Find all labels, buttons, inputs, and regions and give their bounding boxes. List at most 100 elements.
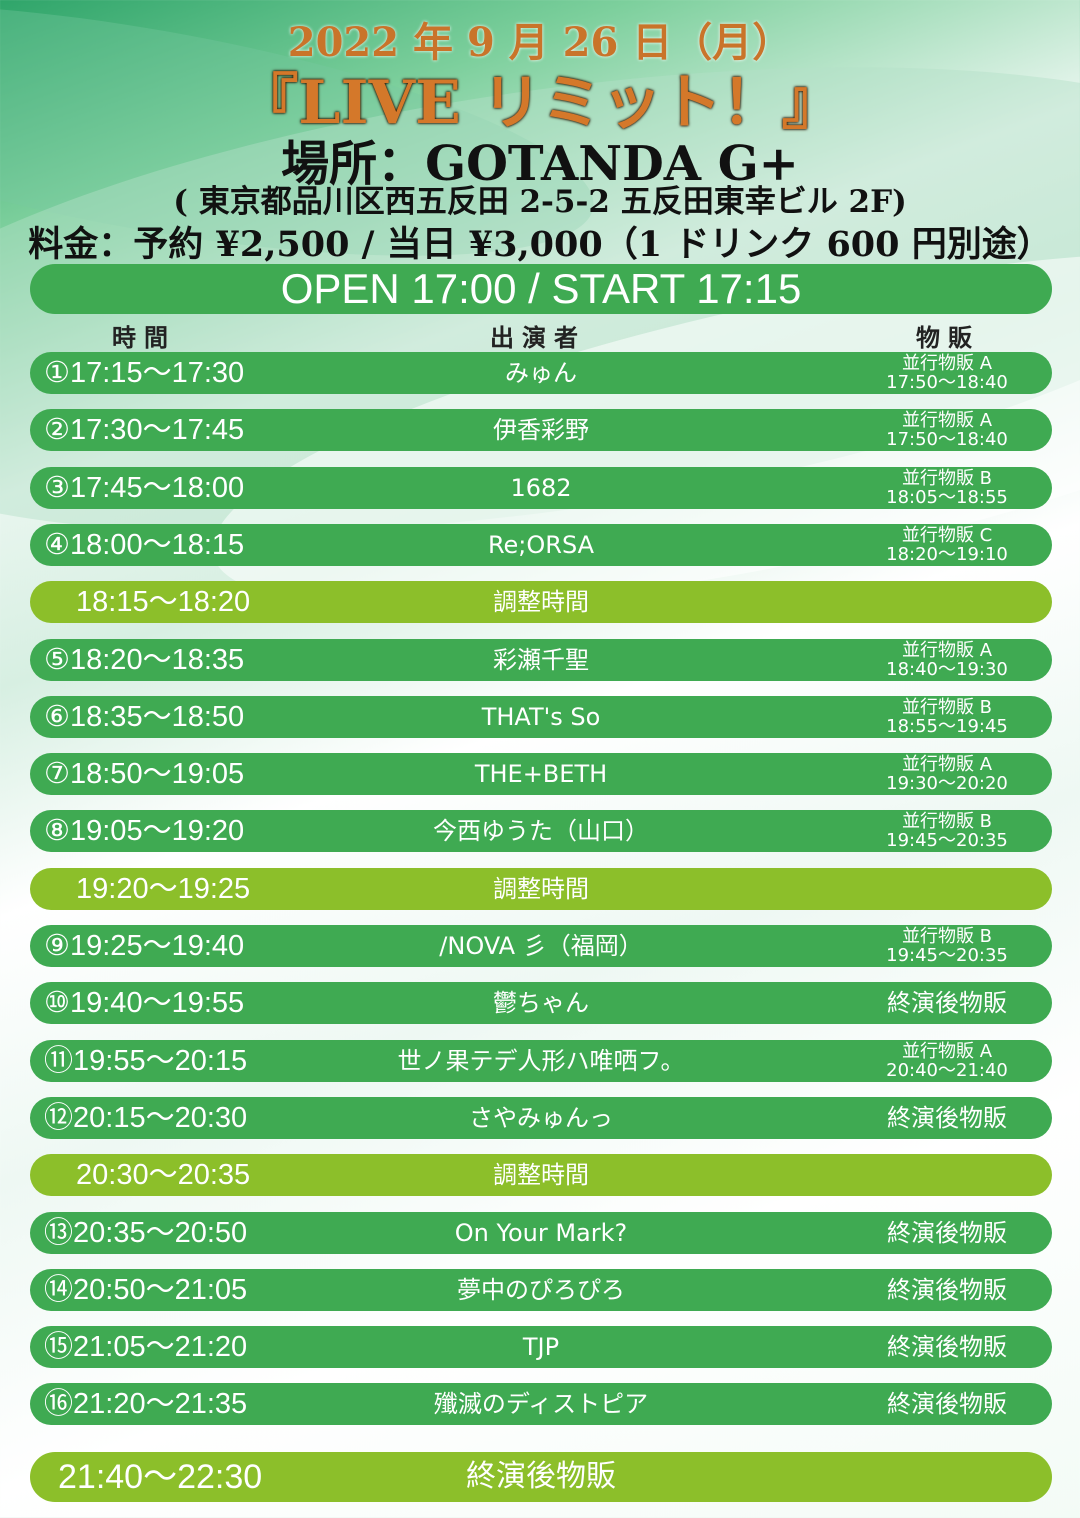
row-merch: 並行物販 A 17:50〜18:40 [862, 411, 1032, 449]
timetable-row: ②17:30〜17:45 伊香彩野 並行物販 A 17:50〜18:40 [30, 409, 1052, 451]
merch-time: 18:05〜18:55 [886, 487, 1008, 508]
row-time: 20:30〜20:35 [76, 1159, 251, 1191]
row-performer: TJP [522, 1333, 560, 1361]
timetable-row: ⑤18:20〜18:35 彩瀬千聖 並行物販 A 18:40〜19:30 [30, 639, 1052, 681]
merch-time: 18:20〜19:10 [886, 544, 1008, 565]
row-performer: /NOVA 彡（福岡） [439, 932, 643, 960]
row-time: ②17:30〜17:45 [44, 414, 245, 446]
merch-label: 並行物販 B [901, 926, 993, 947]
timetable-row: ⑩19:40〜19:55 鬱ちゃん 終演後物販 [30, 982, 1052, 1024]
row-time: ④18:00〜18:15 [44, 529, 245, 561]
timetable-row: ⑨19:25〜19:40/NOVA 彡（福岡） 並行物販 B 19:45〜20:35 [30, 925, 1052, 967]
final-label: 終演後物販 [466, 1459, 616, 1494]
row-time: ⑥18:35〜18:50 [44, 701, 245, 733]
merch-label: 並行物販 A [901, 353, 993, 374]
row-performer: みゅん [505, 359, 577, 387]
merch-time: 17:50〜18:40 [886, 372, 1008, 393]
final-merch-row: 21:40〜22:30 終演後物販 [30, 1452, 1052, 1502]
merch-label: 並行物販 A [901, 410, 993, 431]
row-merch: 終演後物販 [887, 1333, 1007, 1361]
row-time: 18:15〜18:20 [76, 586, 251, 618]
merch-time: 17:50〜18:40 [886, 429, 1008, 450]
column-header-performer: 出演者 [490, 324, 586, 352]
row-performer: 夢中のぴろぴろ [457, 1276, 625, 1304]
merch-time: 19:45〜20:35 [886, 830, 1008, 851]
row-performer: さやみゅんっ [469, 1104, 613, 1132]
row-time: ⑨19:25〜19:40 [44, 930, 245, 962]
row-merch: 並行物販 B 18:55〜19:45 [862, 698, 1032, 736]
timetable-row: ④18:00〜18:15 Re;ORSA 並行物販 C 18:20〜19:10 [30, 524, 1052, 566]
row-time: ③17:45〜18:00 [44, 472, 245, 504]
timetable-row: ⑥18:35〜18:50 THAT's So 並行物販 B 18:55〜19:45 [30, 696, 1052, 738]
row-time: ⑫20:15〜20:30 [44, 1102, 248, 1134]
row-merch: 並行物販 B 19:45〜20:35 [862, 927, 1032, 965]
row-performer: THAT's So [481, 703, 601, 731]
row-merch: 並行物販 B 18:05〜18:55 [862, 469, 1032, 507]
row-time: ①17:15〜17:30 [44, 357, 245, 389]
row-time: ⑯21:20〜21:35 [44, 1388, 248, 1420]
row-performer: 調整時間 [493, 875, 589, 903]
row-performer: 世ノ果テデ人形ハ唯哂フ。 [397, 1047, 685, 1075]
venue: 場所：GOTANDA G+ [281, 136, 799, 192]
merch-label: 並行物販 B [901, 811, 993, 832]
row-performer: THE+BETH [474, 760, 608, 788]
column-header-time: 時間 [112, 324, 176, 352]
row-time: ⑬20:35〜20:50 [44, 1217, 248, 1249]
row-performer: 彩瀬千聖 [493, 646, 589, 674]
row-performer: 鬱ちゃん [493, 989, 589, 1017]
event-title: 『LIVE リミット！』 [238, 68, 842, 138]
row-merch: 終演後物販 [887, 1390, 1007, 1418]
merch-label: 並行物販 B [901, 697, 993, 718]
row-performer: On Your Mark? [454, 1219, 628, 1247]
row-merch: 並行物販 B 19:45〜20:35 [862, 812, 1032, 850]
row-merch: 終演後物販 [887, 1276, 1007, 1304]
row-performer: Re;ORSA [487, 531, 595, 559]
merch-label: 並行物販 B [901, 468, 993, 489]
row-merch: 並行物販 A 20:40〜21:40 [862, 1042, 1032, 1080]
row-time: 19:20〜19:25 [76, 873, 251, 905]
adjustment-row: 20:30〜20:35 調整時間 [30, 1154, 1052, 1196]
row-merch: 終演後物販 [887, 989, 1007, 1017]
merch-label: 並行物販 A [901, 754, 993, 775]
row-performer: 今西ゆうた（山口） [433, 817, 649, 845]
row-merch: 並行物販 A 18:40〜19:30 [862, 641, 1032, 679]
final-time: 21:40〜22:30 [58, 1458, 263, 1496]
row-merch: 並行物販 A 17:50〜18:40 [862, 354, 1032, 392]
row-time: ⑦18:50〜19:05 [44, 758, 245, 790]
merch-time: 19:30〜20:20 [886, 773, 1008, 794]
merch-time: 18:40〜19:30 [886, 659, 1008, 680]
row-performer: 殲滅のディストピア [433, 1390, 649, 1418]
timetable-row: ⑬20:35〜20:50 On Your Mark? 終演後物販 [30, 1212, 1052, 1254]
row-time: ⑩19:40〜19:55 [44, 987, 245, 1019]
row-performer: 調整時間 [493, 1161, 589, 1189]
timetable-row: ⑮21:05〜21:20 TJP 終演後物販 [30, 1326, 1052, 1368]
row-time: ⑤18:20〜18:35 [44, 644, 245, 676]
merch-time: 18:55〜19:45 [886, 716, 1008, 737]
timetable-row: ⑭20:50〜21:05 夢中のぴろぴろ 終演後物販 [30, 1269, 1052, 1311]
row-performer: 1682 [510, 474, 572, 502]
row-performer: 調整時間 [493, 588, 589, 616]
row-time: ⑪19:55〜20:15 [44, 1045, 248, 1077]
venue-address: ( 東京都品川区西五反田 2-5-2 五反田東幸ビル 2F) [173, 184, 907, 220]
row-time: ⑧19:05〜19:20 [44, 815, 245, 847]
row-time: ⑭20:50〜21:05 [44, 1274, 248, 1306]
column-header-merch: 物販 [916, 324, 980, 352]
row-merch: 並行物販 C 18:20〜19:10 [862, 526, 1032, 564]
row-time: ⑮21:05〜21:20 [44, 1331, 248, 1363]
timetable-row: ③17:45〜18:00 1682 並行物販 B 18:05〜18:55 [30, 467, 1052, 509]
timetable-row: ⑧19:05〜19:20 今西ゆうた（山口） 並行物販 B 19:45〜20:35 [30, 810, 1052, 852]
event-date: 2022 年 9 月 26 日（月） [287, 19, 793, 66]
adjustment-row: 19:20〜19:25 調整時間 [30, 868, 1052, 910]
merch-time: 19:45〜20:35 [886, 945, 1008, 966]
ticket-price: 料金：予約 ¥2,500 / 当日 ¥3,000（1 ドリンク 600 円別途） [28, 224, 1052, 265]
timetable-row: ⑦18:50〜19:05 THE+BETH 並行物販 A 19:30〜20:20 [30, 753, 1052, 795]
merch-label: 並行物販 C [901, 525, 993, 546]
row-performer: 伊香彩野 [493, 416, 589, 444]
merch-label: 並行物販 A [901, 1041, 993, 1062]
timetable-row: ⑯21:20〜21:35 殲滅のディストピア 終演後物販 [30, 1383, 1052, 1425]
row-merch: 終演後物販 [887, 1104, 1007, 1132]
timetable-row: ①17:15〜17:30 みゅん 並行物販 A 17:50〜18:40 [30, 352, 1052, 394]
adjustment-row: 18:15〜18:20 調整時間 [30, 581, 1052, 623]
merch-time: 20:40〜21:40 [886, 1060, 1008, 1081]
timetable-row: ⑪19:55〜20:15 世ノ果テデ人形ハ唯哂フ。 並行物販 A 20:40〜21:4… [30, 1040, 1052, 1082]
